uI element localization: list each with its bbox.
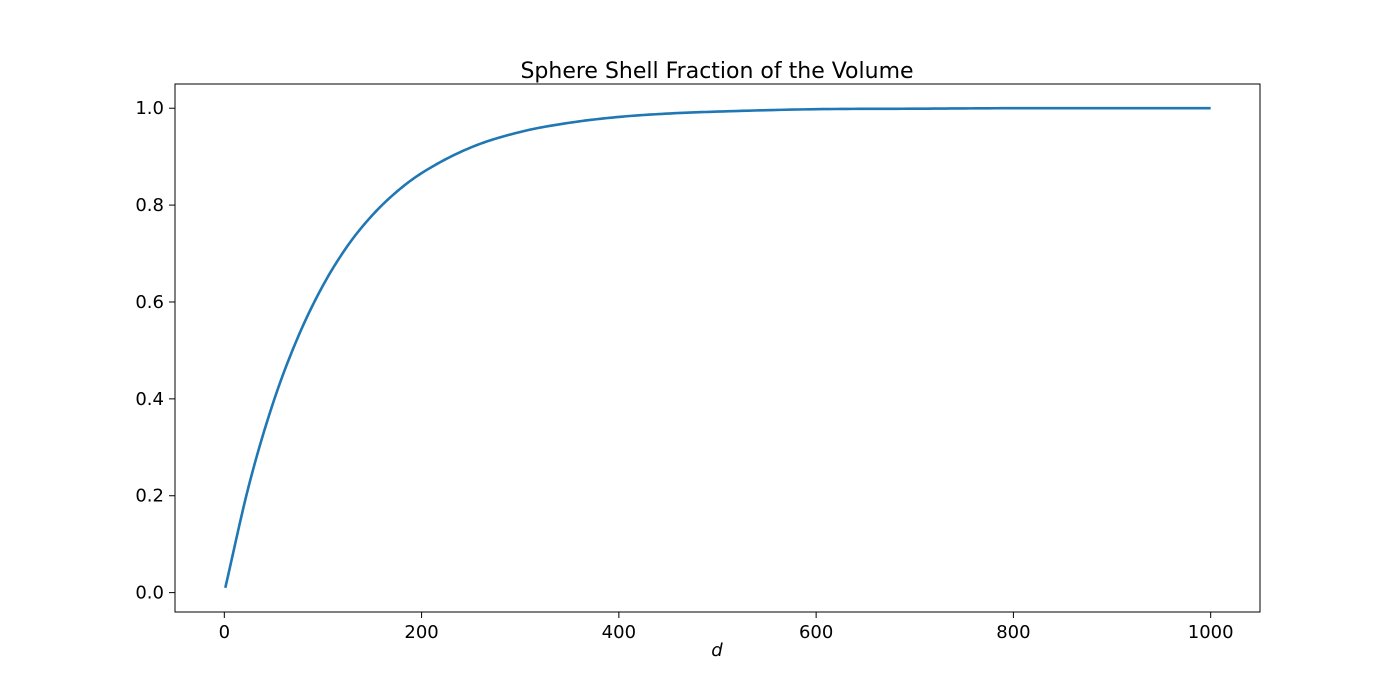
series-layer [224,106,1211,589]
y-tick-label: 0.6 [135,292,164,313]
x-tick-label: 1000 [1188,622,1234,643]
x-tick-label: 600 [799,622,833,643]
y-tick-label: 0.2 [135,486,164,507]
x-tick-label: 0 [219,622,230,643]
y-tick-label: 0.4 [135,389,164,410]
y-tick-label: 0.8 [135,195,164,216]
x-tick-label: 200 [404,622,438,643]
x-tick-label: 800 [996,622,1030,643]
x-tick-label: 400 [602,622,636,643]
y-tick-label: 0.0 [135,583,164,604]
x-axis-ticks: 0 200 400 600 800 1000 [219,612,1234,643]
y-axis-ticks: 0.0 0.2 0.4 0.6 0.8 1.0 [135,98,175,604]
series-line [224,106,1211,589]
x-axis-label: d [711,640,723,661]
y-tick-label: 1.0 [135,98,164,119]
plot-frame [174,83,1261,613]
chart-title: Sphere Shell Fraction of the Volume [520,59,913,84]
